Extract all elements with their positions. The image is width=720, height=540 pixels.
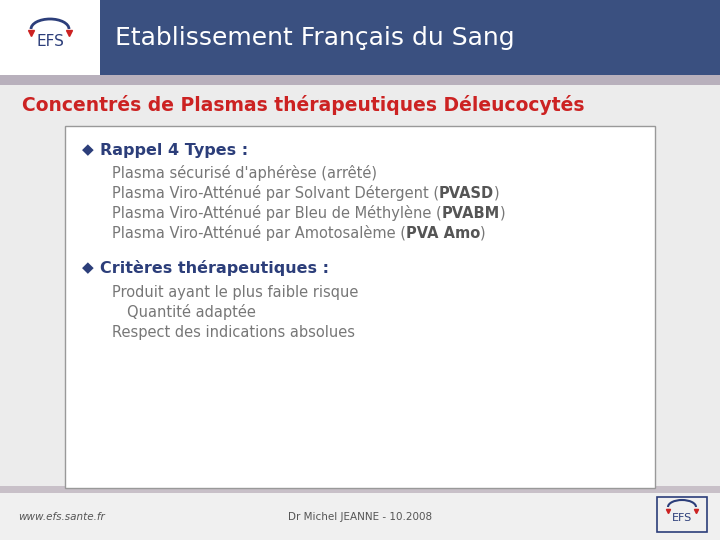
Text: ◆: ◆ [82,260,94,275]
Text: Plasma sécurisé d'aphérèse (arrêté): Plasma sécurisé d'aphérèse (arrêté) [112,165,377,181]
Bar [0,486,720,493]
Text: Critères thérapeutiques :: Critères thérapeutiques : [100,260,329,276]
Text: www.efs.sante.fr: www.efs.sante.fr [18,512,104,522]
Bar [0,75,720,85]
Bar [657,497,707,532]
Text: Plasma Viro-Atténué par Amotosalème (: Plasma Viro-Atténué par Amotosalème ( [112,225,406,241]
Text: Respect des indications absolues: Respect des indications absolues [112,325,355,340]
Bar [0,0,720,75]
Bar [0,0,100,75]
Text: Quantité adaptée: Quantité adaptée [127,304,256,320]
Text: Rappel 4 Types :: Rappel 4 Types : [100,143,248,158]
Text: Etablissement Français du Sang: Etablissement Français du Sang [115,26,515,50]
Text: Dr Michel JEANNE - 10.2008: Dr Michel JEANNE - 10.2008 [288,512,432,522]
Text: ): ) [494,186,500,200]
Text: PVASD: PVASD [439,186,494,200]
Text: ): ) [480,226,486,240]
Text: ◆: ◆ [82,143,94,158]
Text: Plasma Viro-Atténué par Bleu de Méthylène (: Plasma Viro-Atténué par Bleu de Méthylèn… [112,205,442,221]
FancyBboxPatch shape [65,126,655,488]
Text: Produit ayant le plus faible risque: Produit ayant le plus faible risque [112,285,359,300]
Text: EFS: EFS [672,513,692,523]
Text: ): ) [500,206,505,220]
Text: EFS: EFS [36,33,64,49]
Text: Plasma Viro-Atténué par Solvant Détergent (: Plasma Viro-Atténué par Solvant Détergen… [112,185,439,201]
Bar [0,493,720,540]
Text: Concentrés de Plasmas thérapeutiques Déleucocytés: Concentrés de Plasmas thérapeutiques Dél… [22,95,585,115]
Text: PVABM: PVABM [442,206,500,220]
Text: PVA Amo: PVA Amo [406,226,480,240]
